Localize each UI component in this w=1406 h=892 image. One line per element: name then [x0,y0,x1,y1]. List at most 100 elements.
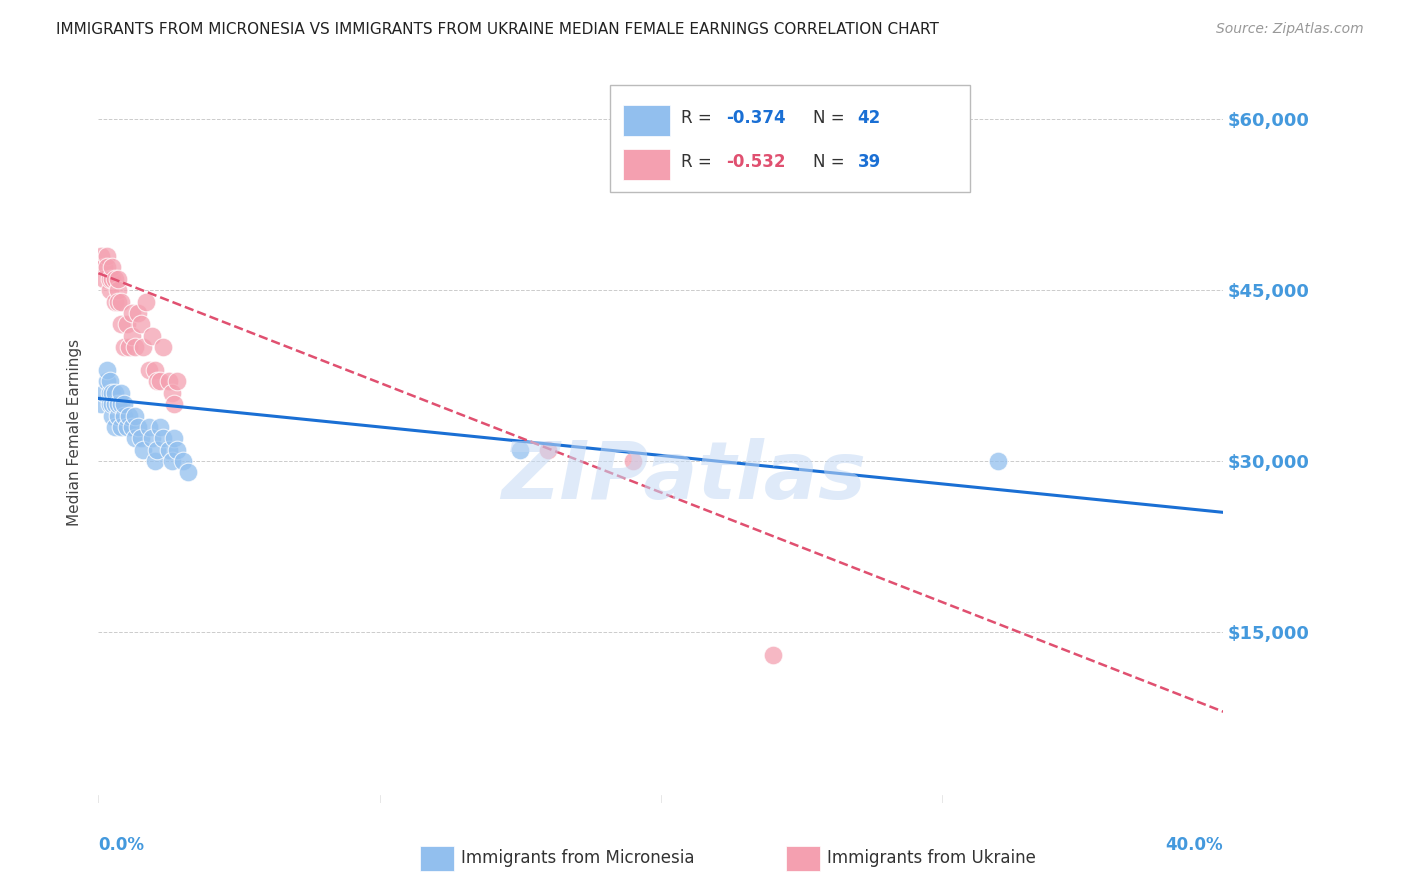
Point [101,397,124,411]
Point [127,306,149,320]
Point [93,260,115,275]
Point [112,397,135,411]
Point [509,442,531,457]
Point [124,409,146,423]
Point [537,442,560,457]
Point [98,385,121,400]
Point [177,466,200,480]
Point [104,272,127,286]
Point [121,420,143,434]
Point [107,294,129,309]
Point [166,442,188,457]
Point [96,260,118,275]
Text: 39: 39 [858,153,882,171]
FancyBboxPatch shape [623,104,669,136]
Point [101,272,124,286]
Point [98,283,121,297]
Point [107,272,129,286]
Point [96,249,118,263]
Point [157,442,180,457]
Y-axis label: Median Female Earnings: Median Female Earnings [67,339,83,526]
Point [118,409,141,423]
Point [118,340,141,354]
Point [104,294,127,309]
Point [110,294,132,309]
Text: IMMIGRANTS FROM MICRONESIA VS IMMIGRANTS FROM UKRAINE MEDIAN FEMALE EARNINGS COR: IMMIGRANTS FROM MICRONESIA VS IMMIGRANTS… [56,22,939,37]
Text: 40.0%: 40.0% [1166,836,1223,855]
Point [621,454,644,468]
Point [90,397,112,411]
Point [110,318,132,332]
Point [104,397,127,411]
Point [96,363,118,377]
Point [160,454,183,468]
Point [107,283,129,297]
Point [121,328,143,343]
Text: -0.532: -0.532 [725,153,786,171]
Text: ZIPatlas: ZIPatlas [501,438,866,516]
Point [98,397,121,411]
Point [163,431,186,445]
Point [110,397,132,411]
Point [152,431,174,445]
Point [141,431,163,445]
Text: Immigrants from Micronesia: Immigrants from Micronesia [461,849,695,867]
Point [121,306,143,320]
Point [127,420,149,434]
Point [138,420,160,434]
Point [112,340,135,354]
Point [160,385,183,400]
Point [141,328,163,343]
Point [987,454,1010,468]
Point [104,420,127,434]
Text: 42: 42 [858,109,882,127]
Point [115,420,138,434]
Point [107,409,129,423]
Point [149,375,172,389]
Point [101,260,124,275]
Point [104,385,127,400]
Text: R =: R = [681,109,717,127]
Point [101,385,124,400]
Point [143,363,166,377]
Point [98,272,121,286]
Point [149,420,172,434]
Point [157,375,180,389]
Text: R =: R = [681,153,717,171]
Point [98,375,121,389]
Point [172,454,194,468]
Point [112,409,135,423]
Point [146,442,169,457]
Point [129,318,152,332]
Point [124,340,146,354]
Text: -0.374: -0.374 [725,109,786,127]
Point [110,385,132,400]
Point [90,249,112,263]
FancyBboxPatch shape [610,85,970,192]
Point [110,420,132,434]
Point [115,318,138,332]
Point [152,340,174,354]
Text: Source: ZipAtlas.com: Source: ZipAtlas.com [1216,22,1364,37]
Text: N =: N = [813,109,849,127]
Point [129,431,152,445]
Text: Immigrants from Ukraine: Immigrants from Ukraine [827,849,1036,867]
Point [132,442,155,457]
Point [93,272,115,286]
Point [96,375,118,389]
Point [124,431,146,445]
Point [101,409,124,423]
Point [138,363,160,377]
Point [146,375,169,389]
Point [166,375,188,389]
Text: N =: N = [813,153,849,171]
FancyBboxPatch shape [623,149,669,180]
Text: 0.0%: 0.0% [98,836,145,855]
Point [107,397,129,411]
Point [163,397,186,411]
Point [132,340,155,354]
Point [143,454,166,468]
Point [135,294,157,309]
Point [93,385,115,400]
Point [762,648,785,662]
